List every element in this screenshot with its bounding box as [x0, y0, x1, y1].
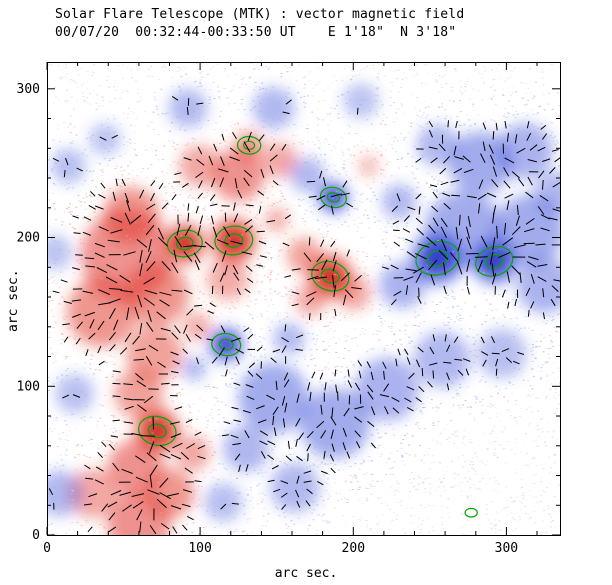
- y-axis-label: arc sec.: [6, 269, 21, 332]
- axes-layer: [46, 62, 561, 536]
- magnetogram-field: [47, 62, 560, 535]
- x-tick-label: 200: [342, 541, 365, 556]
- y-tick-label: 300: [17, 82, 40, 97]
- x-tick-label: 300: [495, 541, 518, 556]
- y-tick-label: 0: [32, 528, 40, 543]
- vector-field-layer: [48, 95, 560, 535]
- noise-speckle-layer: [47, 62, 560, 535]
- x-axis-label: arc sec.: [274, 566, 338, 581]
- tick-labels: 0 100 200 300 0 100 200 300: [17, 82, 519, 556]
- plot-title: Solar Flare Telescope (MTK) : vector mag…: [55, 7, 465, 22]
- y-tick-label: 200: [17, 231, 40, 246]
- plot-subtitle: 00/07/20 00:32:44-00:33:50 UT E 1'18" N …: [55, 25, 457, 40]
- y-tick-label: 100: [17, 379, 40, 394]
- polarity-blob-layer: [47, 83, 560, 535]
- x-tick-label: 100: [188, 541, 211, 556]
- x-tick-label: 0: [43, 541, 51, 556]
